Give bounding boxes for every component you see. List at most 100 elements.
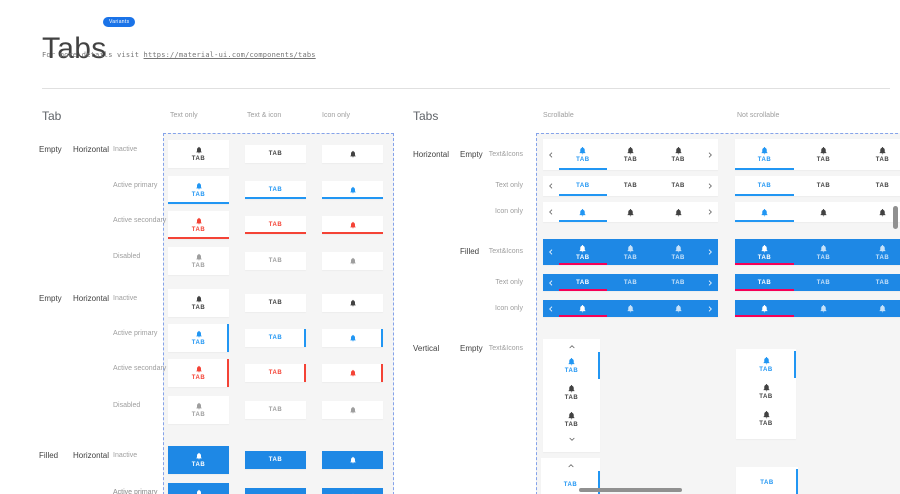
scroll-left-button[interactable] xyxy=(543,300,559,317)
docs-link[interactable]: https://material-ui.com/components/tabs xyxy=(143,51,316,59)
tab[interactable] xyxy=(735,300,794,317)
tab-cell[interactable]: TAB xyxy=(245,488,306,494)
vertical-scrollbar-thumb[interactable] xyxy=(893,206,898,229)
tab[interactable]: TAB xyxy=(543,379,600,406)
tab-cell[interactable] xyxy=(322,252,383,270)
chevron-left-icon[interactable] xyxy=(547,182,555,190)
tab[interactable]: TAB xyxy=(853,274,900,291)
tab[interactable]: TAB xyxy=(853,139,900,170)
tab-cell[interactable]: TAB xyxy=(168,359,229,387)
scroll-right-button[interactable] xyxy=(702,139,718,170)
tab[interactable]: TAB xyxy=(559,176,607,196)
tab-cell[interactable] xyxy=(322,216,383,234)
tab-cell[interactable] xyxy=(322,364,383,382)
tab[interactable] xyxy=(607,202,655,222)
tab[interactable]: TAB xyxy=(794,274,853,291)
scroll-left-button[interactable] xyxy=(543,274,559,291)
chevron-down-icon[interactable] xyxy=(568,435,576,443)
tab[interactable]: TAB xyxy=(736,405,796,432)
tab-cell[interactable]: TAB xyxy=(245,294,306,312)
chevron-left-icon[interactable] xyxy=(547,151,555,159)
chevron-left-icon[interactable] xyxy=(547,248,555,256)
tab[interactable]: TAB xyxy=(794,139,853,170)
tab-cell[interactable]: TAB xyxy=(245,145,306,163)
tab[interactable] xyxy=(654,300,702,317)
tab[interactable]: TAB xyxy=(735,139,794,170)
chevron-left-icon[interactable] xyxy=(547,305,555,313)
tab[interactable]: TAB xyxy=(736,378,796,405)
tab[interactable] xyxy=(559,202,607,222)
tab[interactable]: TAB xyxy=(559,274,607,291)
tab-cell[interactable]: TAB xyxy=(245,181,306,199)
scroll-right-button[interactable] xyxy=(702,239,718,265)
tab[interactable]: TAB xyxy=(735,239,794,265)
tab[interactable]: TAB xyxy=(559,239,607,265)
tab[interactable] xyxy=(853,300,900,317)
scroll-down-button[interactable] xyxy=(543,433,600,444)
tab[interactable] xyxy=(559,300,607,317)
tab[interactable]: TAB xyxy=(654,176,702,196)
horizontal-scrollbar-thumb[interactable] xyxy=(579,488,682,492)
chevron-right-icon[interactable] xyxy=(706,182,714,190)
tab[interactable]: TAB xyxy=(654,139,702,170)
tab[interactable] xyxy=(735,202,794,222)
tab-cell[interactable] xyxy=(322,488,383,494)
tab[interactable]: TAB xyxy=(735,176,794,196)
scroll-left-button[interactable] xyxy=(543,139,559,170)
tab[interactable]: TAB xyxy=(607,274,655,291)
chevron-right-icon[interactable] xyxy=(706,151,714,159)
tab-cell[interactable]: TAB xyxy=(168,483,229,494)
tab-cell[interactable]: TAB xyxy=(168,140,229,168)
tab[interactable] xyxy=(654,202,702,222)
tab[interactable]: TAB xyxy=(853,239,900,265)
tab[interactable]: TAB xyxy=(654,274,702,291)
scroll-up-button[interactable] xyxy=(541,460,600,471)
tab-cell[interactable]: TAB xyxy=(168,211,229,239)
tab-cell[interactable]: TAB xyxy=(168,247,229,275)
chevron-right-icon[interactable] xyxy=(706,305,714,313)
scroll-right-button[interactable] xyxy=(702,300,718,317)
tab[interactable]: TAB xyxy=(736,469,798,494)
tab-cell[interactable]: TAB xyxy=(168,324,229,352)
tab[interactable]: TAB xyxy=(543,406,600,433)
tab[interactable]: TAB xyxy=(543,352,600,379)
tab[interactable]: TAB xyxy=(794,239,853,265)
scroll-right-button[interactable] xyxy=(702,274,718,291)
tab[interactable]: TAB xyxy=(607,176,655,196)
chevron-up-icon[interactable] xyxy=(567,462,575,470)
chevron-right-icon[interactable] xyxy=(706,208,714,216)
tab[interactable] xyxy=(794,300,853,317)
tab-cell[interactable]: TAB xyxy=(168,446,229,474)
scroll-up-button[interactable] xyxy=(543,341,600,352)
tab-cell[interactable] xyxy=(322,329,383,347)
tab-cell[interactable] xyxy=(322,401,383,419)
tab[interactable]: TAB xyxy=(607,239,655,265)
tab-cell[interactable]: TAB xyxy=(245,364,306,382)
tab-cell[interactable] xyxy=(322,294,383,312)
tab[interactable]: TAB xyxy=(736,351,796,378)
tab-cell[interactable]: TAB xyxy=(245,216,306,234)
tab[interactable]: TAB xyxy=(559,139,607,170)
scroll-right-button[interactable] xyxy=(702,176,718,196)
tab[interactable]: TAB xyxy=(735,274,794,291)
tab-cell[interactable]: TAB xyxy=(168,289,229,317)
tab-cell[interactable] xyxy=(322,181,383,199)
tab-cell[interactable] xyxy=(322,451,383,469)
chevron-left-icon[interactable] xyxy=(547,279,555,287)
tab-cell[interactable]: TAB xyxy=(168,176,229,204)
tab-cell[interactable]: TAB xyxy=(245,401,306,419)
tab[interactable]: TAB xyxy=(541,471,600,494)
tab-cell[interactable]: TAB xyxy=(245,329,306,347)
chevron-right-icon[interactable] xyxy=(706,279,714,287)
tab[interactable]: TAB xyxy=(607,139,655,170)
tab-cell[interactable] xyxy=(322,145,383,163)
chevron-up-icon[interactable] xyxy=(568,343,576,351)
tab[interactable]: TAB xyxy=(853,176,900,196)
tab[interactable] xyxy=(853,202,900,222)
tab[interactable]: TAB xyxy=(794,176,853,196)
scroll-left-button[interactable] xyxy=(543,239,559,265)
chevron-left-icon[interactable] xyxy=(547,208,555,216)
tab-cell[interactable]: TAB xyxy=(168,396,229,424)
scroll-right-button[interactable] xyxy=(702,202,718,222)
scroll-left-button[interactable] xyxy=(543,202,559,222)
